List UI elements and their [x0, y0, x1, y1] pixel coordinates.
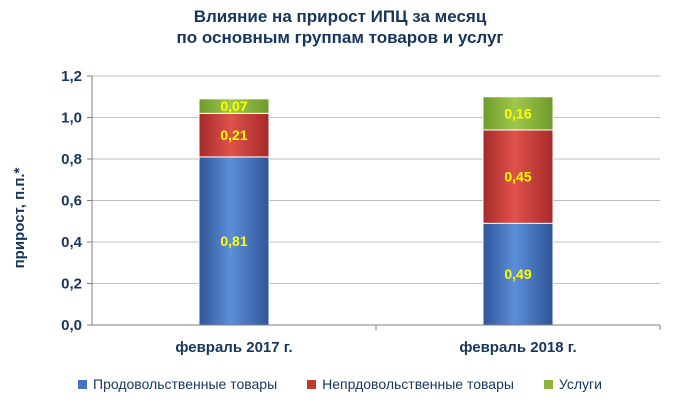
- legend-item-nonfood: Непрдовольственные товары: [307, 376, 514, 392]
- legend-swatch-nonfood: [307, 379, 317, 389]
- chart-title: Влияние на прирост ИПЦ за месяц: [193, 7, 487, 26]
- data-label: 0,81: [220, 233, 247, 249]
- data-label: 0,45: [504, 169, 531, 185]
- y-tick-label: 1,0: [61, 110, 82, 127]
- data-label: 0,49: [504, 266, 531, 282]
- bar-segment: [482, 96, 554, 131]
- legend-item-food: Продовольственные товары: [78, 376, 277, 392]
- legend-swatch-services: [543, 379, 553, 389]
- data-label: 0,16: [504, 105, 531, 121]
- data-label: 0,07: [220, 98, 247, 114]
- x-tick-label: февраль 2017 г.: [175, 339, 292, 356]
- y-axis-title: прирост, п.п.*: [11, 167, 28, 268]
- y-tick-label: 0,8: [61, 151, 82, 168]
- legend: Продовольственные товары Непрдовольствен…: [0, 374, 680, 394]
- y-tick-label: 1,2: [61, 68, 82, 85]
- legend-swatch-food: [78, 379, 88, 389]
- legend-label-food: Продовольственные товары: [93, 376, 278, 392]
- y-tick-label: 0,4: [61, 234, 83, 251]
- y-tick-label: 0,2: [61, 276, 82, 293]
- legend-label-nonfood: Непрдовольственные товары: [322, 376, 514, 392]
- bar-segment: [198, 98, 270, 114]
- bar-segment: [482, 222, 554, 326]
- legend-item-services: Услуги: [543, 376, 602, 392]
- y-tick-label: 0,0: [61, 317, 82, 334]
- bar-segment: [482, 129, 554, 224]
- x-tick-label: февраль 2018 г.: [459, 339, 576, 356]
- legend-label-services: Услуги: [558, 376, 602, 392]
- chart-subtitle: по основным группам товаров и услуг: [176, 28, 504, 47]
- y-tick-label: 0,6: [61, 193, 82, 210]
- data-label: 0,21: [220, 127, 247, 143]
